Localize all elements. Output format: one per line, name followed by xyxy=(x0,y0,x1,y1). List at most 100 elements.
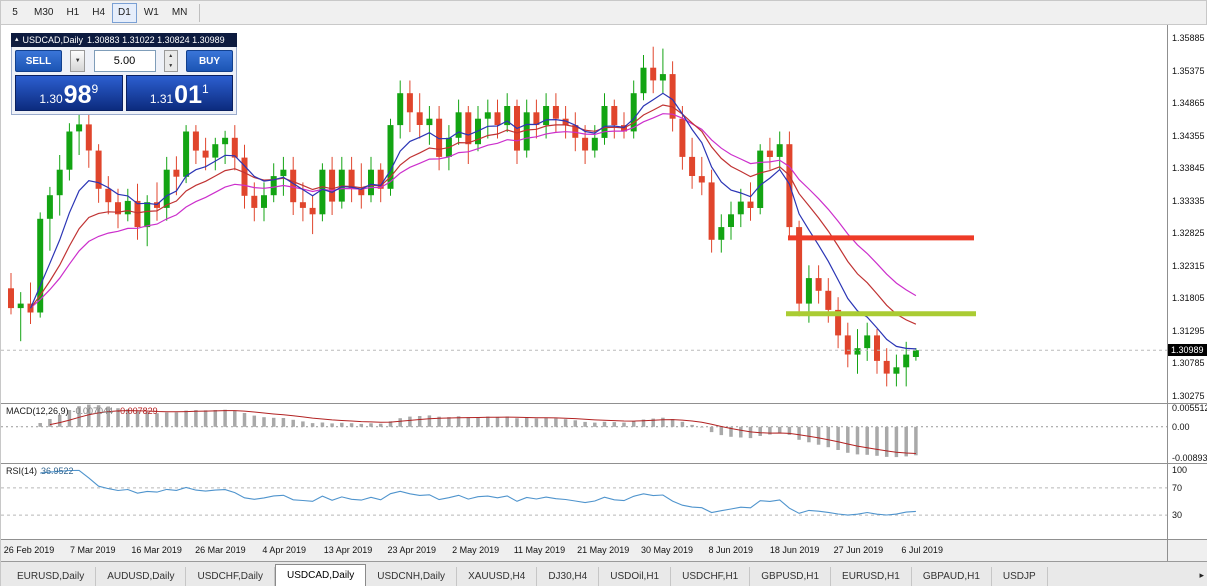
rsi-chart xyxy=(1,469,1167,516)
timeframe-button-w1[interactable]: W1 xyxy=(143,6,159,18)
tab-gbpusd-h1[interactable]: GBPUSD,H1 xyxy=(750,567,832,586)
date-axis-label: 26 Mar 2019 xyxy=(195,545,246,555)
macd-name: MACD(12,26,9) xyxy=(6,406,69,416)
toolbar-separator xyxy=(199,3,201,22)
timeframe-toolbar: 5 M30 H1 H4 D1 W1 MN xyxy=(1,1,1206,25)
buy-price-main: 01 xyxy=(174,81,202,109)
tab-xauusd-h4[interactable]: XAUUSD,H4 xyxy=(457,567,538,586)
sell-price-main: 98 xyxy=(63,81,92,109)
macd-chart xyxy=(1,404,1167,458)
main-price-panel: ▴ USDCAD,Daily 1.30883 1.31022 1.30824 1… xyxy=(1,25,1207,403)
date-axis-label: 27 Jun 2019 xyxy=(833,545,884,555)
date-axis-label: 6 Jul 2019 xyxy=(901,545,943,555)
rsi-axis-label: 70 xyxy=(1172,482,1183,493)
timeframe-button-mn[interactable]: MN xyxy=(171,6,188,18)
timeframe-button-h4[interactable]: H4 xyxy=(92,6,106,18)
date-axis-label: 30 May 2019 xyxy=(640,545,694,555)
ma-slow-line xyxy=(30,113,917,309)
tab-dj30-h4[interactable]: DJ30,H4 xyxy=(537,567,600,586)
one-click-trading-panel: ▴ USDCAD,Daily 1.30883 1.31022 1.30824 1… xyxy=(11,33,237,115)
tab-eurusd-daily[interactable]: EURUSD,Daily xyxy=(6,567,97,586)
date-axis-label: 21 May 2019 xyxy=(577,545,630,555)
date-axis-label: 8 Jun 2019 xyxy=(708,545,754,555)
current-price-badge: 1.30989 xyxy=(1168,344,1207,357)
candles-layer xyxy=(8,46,919,387)
timeframe-button-h1[interactable]: H1 xyxy=(66,6,80,18)
price-axis-label: 1.33335 xyxy=(1172,195,1205,206)
rsi-line xyxy=(40,469,916,516)
date-axis-label: 16 Mar 2019 xyxy=(131,545,182,555)
sell-button[interactable]: SELL xyxy=(15,50,62,72)
macd-indicator-panel: MACD(12,26,9) -0.007044 -0.007829 0.005512… xyxy=(1,403,1207,463)
tab-usdoil-h1[interactable]: USDOil,H1 xyxy=(599,567,672,586)
date-axis-label: 4 Apr 2019 xyxy=(262,545,306,555)
axis-separator xyxy=(1167,25,1168,561)
price-axis-label: 1.34865 xyxy=(1172,98,1205,109)
buy-price-display[interactable]: 1.31 01 1 xyxy=(125,75,233,111)
tab-usdcnh-daily[interactable]: USDCNH,Daily xyxy=(366,567,458,586)
volume-input[interactable] xyxy=(93,50,156,72)
rsi-label: RSI(14) 36.9522 xyxy=(6,466,78,476)
chart-tabbar: EURUSD,Daily AUDUSD,Daily USDCHF,Daily USDC… xyxy=(1,561,1207,586)
collapse-panel-icon[interactable]: ▴ xyxy=(15,36,19,43)
spinner-up-icon[interactable]: ▲ xyxy=(168,53,174,59)
price-axis-label: 1.35375 xyxy=(1172,65,1205,76)
price-axis-label: 1.31295 xyxy=(1172,325,1205,336)
chart-title-bar[interactable]: ▴ USDCAD,Daily 1.30883 1.31022 1.30824 1… xyxy=(11,33,237,47)
sell-price-pip: 9 xyxy=(91,82,99,96)
price-axis-label: 1.30275 xyxy=(1172,390,1205,401)
date-axis-label: 7 Mar 2019 xyxy=(70,545,116,555)
chart-window: ▴ USDCAD,Daily 1.30883 1.31022 1.30824 1… xyxy=(1,25,1207,561)
rsi-axis-label: 30 xyxy=(1172,510,1183,521)
price-axis-label: 1.32315 xyxy=(1172,260,1205,271)
tab-gbpaud-h1[interactable]: GBPAUD,H1 xyxy=(912,567,992,586)
rsi-name: RSI(14) xyxy=(6,466,38,476)
macd-axis-label: 0.005512 xyxy=(1172,402,1207,413)
price-axis-label: 1.33845 xyxy=(1172,163,1205,174)
price-axis-label: 1.31805 xyxy=(1172,293,1205,304)
time-axis[interactable]: 26 Feb 2019 7 Mar 2019 16 Mar 2019 26 Mar 2… xyxy=(1,539,1207,561)
tab-audusd-daily[interactable]: AUDUSD,Daily xyxy=(96,567,187,586)
sell-price-prefix: 1.30 xyxy=(39,92,63,106)
timeframe-button-m30[interactable]: M30 xyxy=(34,6,54,18)
rsi-value: 36.9522 xyxy=(41,466,74,476)
order-type-dropdown-icon[interactable]: ▼ xyxy=(70,50,86,72)
price-axis-label: 1.32825 xyxy=(1172,228,1205,239)
tab-usdchf-h1[interactable]: USDCHF,H1 xyxy=(671,567,751,586)
macd-label: MACD(12,26,9) -0.007044 -0.007829 xyxy=(6,406,162,416)
macd-signal-value: -0.007829 xyxy=(117,406,158,416)
macd-value: -0.007044 xyxy=(72,406,114,416)
tabs-scroll-right-icon[interactable]: ▸ xyxy=(1199,570,1204,580)
date-axis-label: 13 Apr 2019 xyxy=(323,545,373,555)
candlestick-chart xyxy=(1,46,1167,387)
buy-button[interactable]: BUY xyxy=(186,50,233,72)
ma-fast-line xyxy=(29,92,916,350)
sell-price-display[interactable]: 1.30 98 9 xyxy=(15,75,123,111)
price-axis-label: 1.35885 xyxy=(1172,33,1205,44)
macd-signal-line xyxy=(49,410,916,454)
tab-usdcad-daily[interactable]: USDCAD,Daily xyxy=(275,564,367,586)
date-axis-label: 2 May 2019 xyxy=(452,545,500,555)
macd-axis-label: -0.00893 xyxy=(1172,452,1207,463)
date-axis-label: 26 Feb 2019 xyxy=(3,545,55,555)
buy-price-pip: 1 xyxy=(201,82,209,96)
timeframe-button-5[interactable]: 5 xyxy=(12,6,18,18)
chart-ohlc-values: 1.30883 1.31022 1.30824 1.30989 xyxy=(87,35,225,45)
tab-usdjp[interactable]: USDJP xyxy=(992,567,1048,586)
macd-axis-label: 0.00 xyxy=(1172,421,1190,432)
macd-histogram xyxy=(18,404,918,458)
timeframe-button-d1[interactable]: D1 xyxy=(112,2,137,23)
chart-symbol-label: USDCAD,Daily xyxy=(22,35,84,45)
buy-price-prefix: 1.31 xyxy=(149,92,174,106)
spinner-down-icon[interactable]: ▼ xyxy=(168,63,174,69)
date-axis-label: 23 Apr 2019 xyxy=(387,545,437,555)
rsi-indicator-panel: RSI(14) 36.9522 100 70 30 xyxy=(1,463,1207,539)
rsi-axis-label: 100 xyxy=(1172,465,1188,475)
date-axis-label: 11 May 2019 xyxy=(513,545,566,555)
chart-tabs-strip: EURUSD,Daily AUDUSD,Daily USDCHF,Daily USDC… xyxy=(1,562,1192,586)
volume-spinner[interactable]: ▲ ▼ xyxy=(163,50,178,72)
ma-mid-line xyxy=(30,104,917,325)
tab-usdchf-daily[interactable]: USDCHF,Daily xyxy=(186,567,276,586)
tab-eurusd-h1[interactable]: EURUSD,H1 xyxy=(831,567,912,586)
